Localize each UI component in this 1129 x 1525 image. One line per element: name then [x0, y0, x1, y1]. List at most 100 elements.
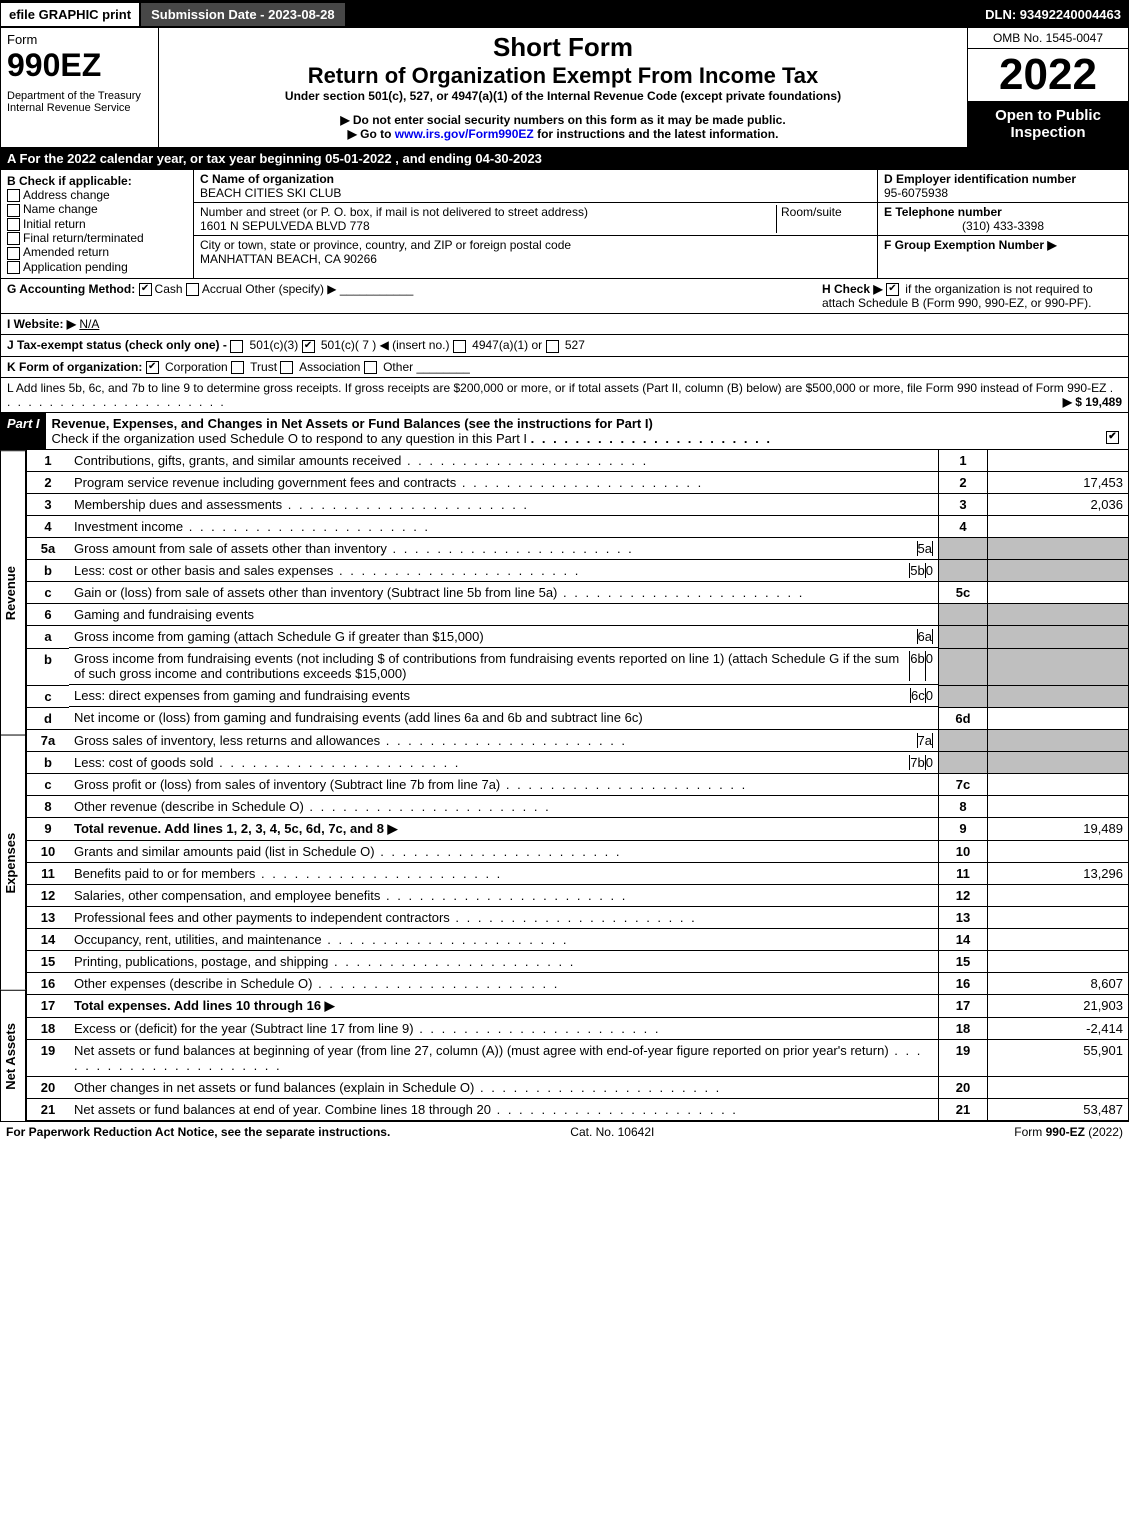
table-row: 10Grants and similar amounts paid (list … — [27, 841, 1129, 863]
omb-number: OMB No. 1545-0047 — [968, 28, 1128, 49]
table-row: aGross income from gaming (attach Schedu… — [27, 626, 1129, 649]
checkbox-schedule-o-icon[interactable] — [1106, 431, 1119, 444]
header-middle: Short Form Return of Organization Exempt… — [159, 28, 967, 147]
h-schedule-b: H Check ▶ if the organization is not req… — [822, 282, 1122, 310]
header-left: Form 990EZ Department of the Treasury In… — [1, 28, 159, 147]
b-item[interactable]: Name change — [7, 202, 187, 216]
short-form-title: Short Form — [165, 32, 961, 63]
c-name-cell: C Name of organization BEACH CITIES SKI … — [194, 170, 877, 203]
table-row: cLess: direct expenses from gaming and f… — [27, 685, 1129, 707]
row-i-website: I Website: ▶ N/A — [0, 314, 1129, 335]
lines-table: 1Contributions, gifts, grants, and simil… — [26, 450, 1129, 1122]
column-c: C Name of organization BEACH CITIES SKI … — [194, 170, 877, 278]
checkbox-icon[interactable] — [230, 340, 243, 353]
website-value: N/A — [79, 317, 99, 331]
department-label: Department of the Treasury — [7, 90, 152, 102]
checkbox-icon[interactable] — [7, 218, 20, 231]
checkbox-icon[interactable] — [7, 204, 20, 217]
checkbox-icon[interactable] — [7, 189, 20, 202]
table-row: 7aGross sales of inventory, less returns… — [27, 729, 1129, 752]
return-title: Return of Organization Exempt From Incom… — [165, 63, 961, 89]
table-row: 1Contributions, gifts, grants, and simil… — [27, 450, 1129, 472]
table-row: 5aGross amount from sale of assets other… — [27, 537, 1129, 560]
d-ein: D Employer identification number 95-6075… — [878, 170, 1128, 203]
page-footer: For Paperwork Reduction Act Notice, see … — [0, 1121, 1129, 1142]
table-row: 18Excess or (deficit) for the year (Subt… — [27, 1018, 1129, 1040]
checkbox-icon[interactable] — [302, 340, 315, 353]
dln-label: DLN: 93492240004463 — [985, 7, 1129, 22]
table-row: bLess: cost of goods sold7b0 — [27, 752, 1129, 774]
checkbox-icon[interactable] — [146, 361, 159, 374]
table-row: 20Other changes in net assets or fund ba… — [27, 1077, 1129, 1099]
table-row: 3Membership dues and assessments32,036 — [27, 493, 1129, 515]
checkbox-accrual-icon[interactable] — [186, 283, 199, 296]
column-b-checkboxes: B Check if applicable: Address change Na… — [1, 170, 194, 278]
form-header: Form 990EZ Department of the Treasury In… — [0, 28, 1129, 148]
b-item[interactable]: Initial return — [7, 217, 187, 231]
form-label: Form — [7, 32, 152, 47]
room-suite: Room/suite — [776, 205, 871, 233]
table-row: 13Professional fees and other payments t… — [27, 907, 1129, 929]
city-value: MANHATTAN BEACH, CA 90266 — [200, 252, 377, 266]
table-row: 15Printing, publications, postage, and s… — [27, 951, 1129, 973]
checkbox-icon[interactable] — [7, 261, 20, 274]
open-public-inspection: Open to Public Inspection — [968, 101, 1128, 147]
checkbox-icon[interactable] — [364, 361, 377, 374]
checkbox-icon[interactable] — [280, 361, 293, 374]
irs-link[interactable]: www.irs.gov/Form990EZ — [395, 127, 534, 141]
b-item[interactable]: Amended return — [7, 245, 187, 259]
part1-desc: Revenue, Expenses, and Changes in Net As… — [46, 413, 1128, 449]
b-item[interactable]: Application pending — [7, 260, 187, 274]
row-g-h: G Accounting Method: Cash Accrual Other … — [0, 279, 1129, 314]
c-street-cell: Number and street (or P. O. box, if mail… — [194, 203, 877, 236]
e-telephone: E Telephone number (310) 433-3398 — [878, 203, 1128, 236]
f-group-exemption: F Group Exemption Number ▶ — [878, 236, 1128, 254]
checkbox-icon[interactable] — [7, 247, 20, 260]
l-amount: ▶ $ 19,489 — [1063, 395, 1122, 409]
b-label: B Check if applicable: — [7, 174, 187, 188]
subtitle: Under section 501(c), 527, or 4947(a)(1)… — [165, 89, 961, 103]
section-expenses-label: Expenses — [0, 735, 26, 990]
section-netassets-label: Net Assets — [0, 990, 26, 1122]
row-k-form-org: K Form of organization: Corporation Trus… — [0, 357, 1129, 378]
c-name-label: C Name of organization — [200, 172, 334, 186]
checkbox-icon[interactable] — [546, 340, 559, 353]
c-city-cell: City or town, state or province, country… — [194, 236, 877, 268]
table-row: 4Investment income4 — [27, 515, 1129, 537]
tax-year: 2022 — [968, 49, 1128, 101]
table-row: cGain or (loss) from sale of assets othe… — [27, 582, 1129, 604]
goto-link[interactable]: ▶ Go to www.irs.gov/Form990EZ for instru… — [165, 127, 961, 141]
row-a-tax-year: A For the 2022 calendar year, or tax yea… — [0, 148, 1129, 170]
ssn-warning: ▶ Do not enter social security numbers o… — [165, 113, 961, 127]
phone-value: (310) 433-3398 — [884, 219, 1122, 233]
b-item[interactable]: Address change — [7, 188, 187, 202]
g-accounting: G Accounting Method: Cash Accrual Other … — [7, 282, 822, 310]
table-row: 2Program service revenue including gover… — [27, 471, 1129, 493]
checkbox-cash-icon[interactable] — [139, 283, 152, 296]
checkbox-icon[interactable] — [7, 232, 20, 245]
table-row: 14Occupancy, rent, utilities, and mainte… — [27, 929, 1129, 951]
cat-number: Cat. No. 10642I — [570, 1125, 654, 1139]
table-row: 11Benefits paid to or for members1113,29… — [27, 863, 1129, 885]
table-row: 6Gaming and fundraising events — [27, 604, 1129, 626]
checkbox-h-icon[interactable] — [886, 283, 899, 296]
section-revenue-label: Revenue — [0, 450, 26, 735]
part1-label: Part I — [1, 413, 46, 449]
header-right: OMB No. 1545-0047 2022 Open to Public In… — [967, 28, 1128, 147]
table-row: 19Net assets or fund balances at beginni… — [27, 1040, 1129, 1077]
part1-header-row: Part I Revenue, Expenses, and Changes in… — [0, 413, 1129, 450]
table-row: 21Net assets or fund balances at end of … — [27, 1099, 1129, 1121]
org-name: BEACH CITIES SKI CLUB — [200, 186, 341, 200]
table-row: 8Other revenue (describe in Schedule O)8 — [27, 796, 1129, 818]
checkbox-icon[interactable] — [453, 340, 466, 353]
paperwork-notice: For Paperwork Reduction Act Notice, see … — [6, 1125, 390, 1139]
table-row: 12Salaries, other compensation, and empl… — [27, 885, 1129, 907]
table-row: cGross profit or (loss) from sales of in… — [27, 774, 1129, 796]
part1-body: Revenue Expenses Net Assets 1Contributio… — [0, 450, 1129, 1122]
b-item[interactable]: Final return/terminated — [7, 231, 187, 245]
row-l-gross-receipts: L Add lines 5b, 6c, and 7b to line 9 to … — [0, 378, 1129, 413]
efile-print-label[interactable]: efile GRAPHIC print — [0, 2, 140, 27]
street-label: Number and street (or P. O. box, if mail… — [200, 205, 588, 219]
checkbox-icon[interactable] — [231, 361, 244, 374]
irs-label: Internal Revenue Service — [7, 102, 152, 114]
